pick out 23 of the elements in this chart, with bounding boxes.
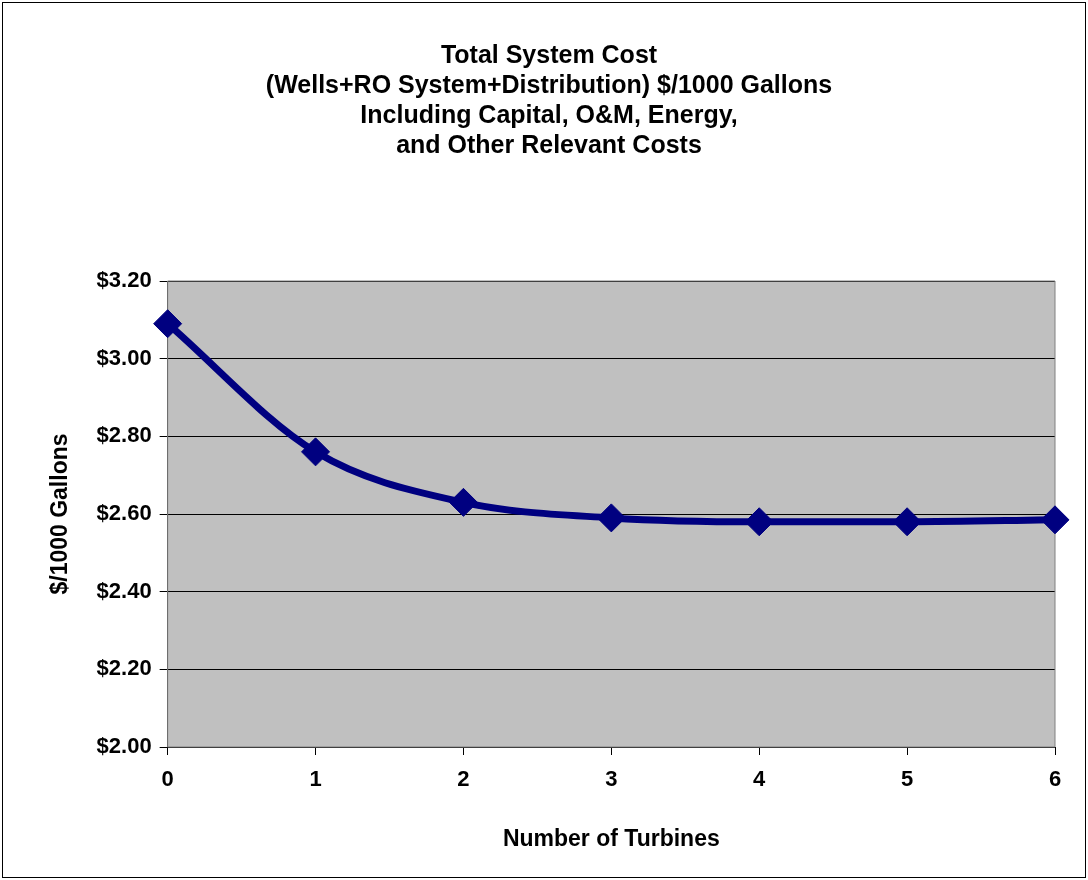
y-tick-label: $2.80 xyxy=(96,422,152,448)
x-tick-label: 1 xyxy=(309,766,322,792)
y-tick-label: $3.20 xyxy=(96,267,152,293)
y-tick-label: $2.20 xyxy=(96,655,152,681)
y-tick-label: $3.00 xyxy=(96,344,152,370)
x-tick-label: 6 xyxy=(1048,766,1062,792)
x-tick-label: 4 xyxy=(753,766,767,792)
y-tick-label: $2.00 xyxy=(96,733,152,759)
x-tick-label: 0 xyxy=(161,766,174,792)
point xyxy=(301,437,331,467)
x-tick-label: 3 xyxy=(605,766,618,792)
y-tick-label: $2.60 xyxy=(96,500,152,526)
point xyxy=(892,507,922,537)
y-axis-title: $/1000 Gallons xyxy=(46,433,73,595)
point xyxy=(596,503,626,533)
chart-title: Total System Cost (Wells+RO System+Distribution) $/1000 Gallons Including Capital, O&M, Energy, and Other Relevant Costs xyxy=(265,39,833,158)
x-tick-label: 5 xyxy=(900,766,914,792)
point xyxy=(448,487,478,517)
y-tick-label: $2.40 xyxy=(96,577,152,603)
point xyxy=(1040,505,1070,535)
x-axis-title: Number of Turbines xyxy=(502,824,720,851)
x-tick-label: 2 xyxy=(457,766,470,792)
point xyxy=(153,309,183,339)
